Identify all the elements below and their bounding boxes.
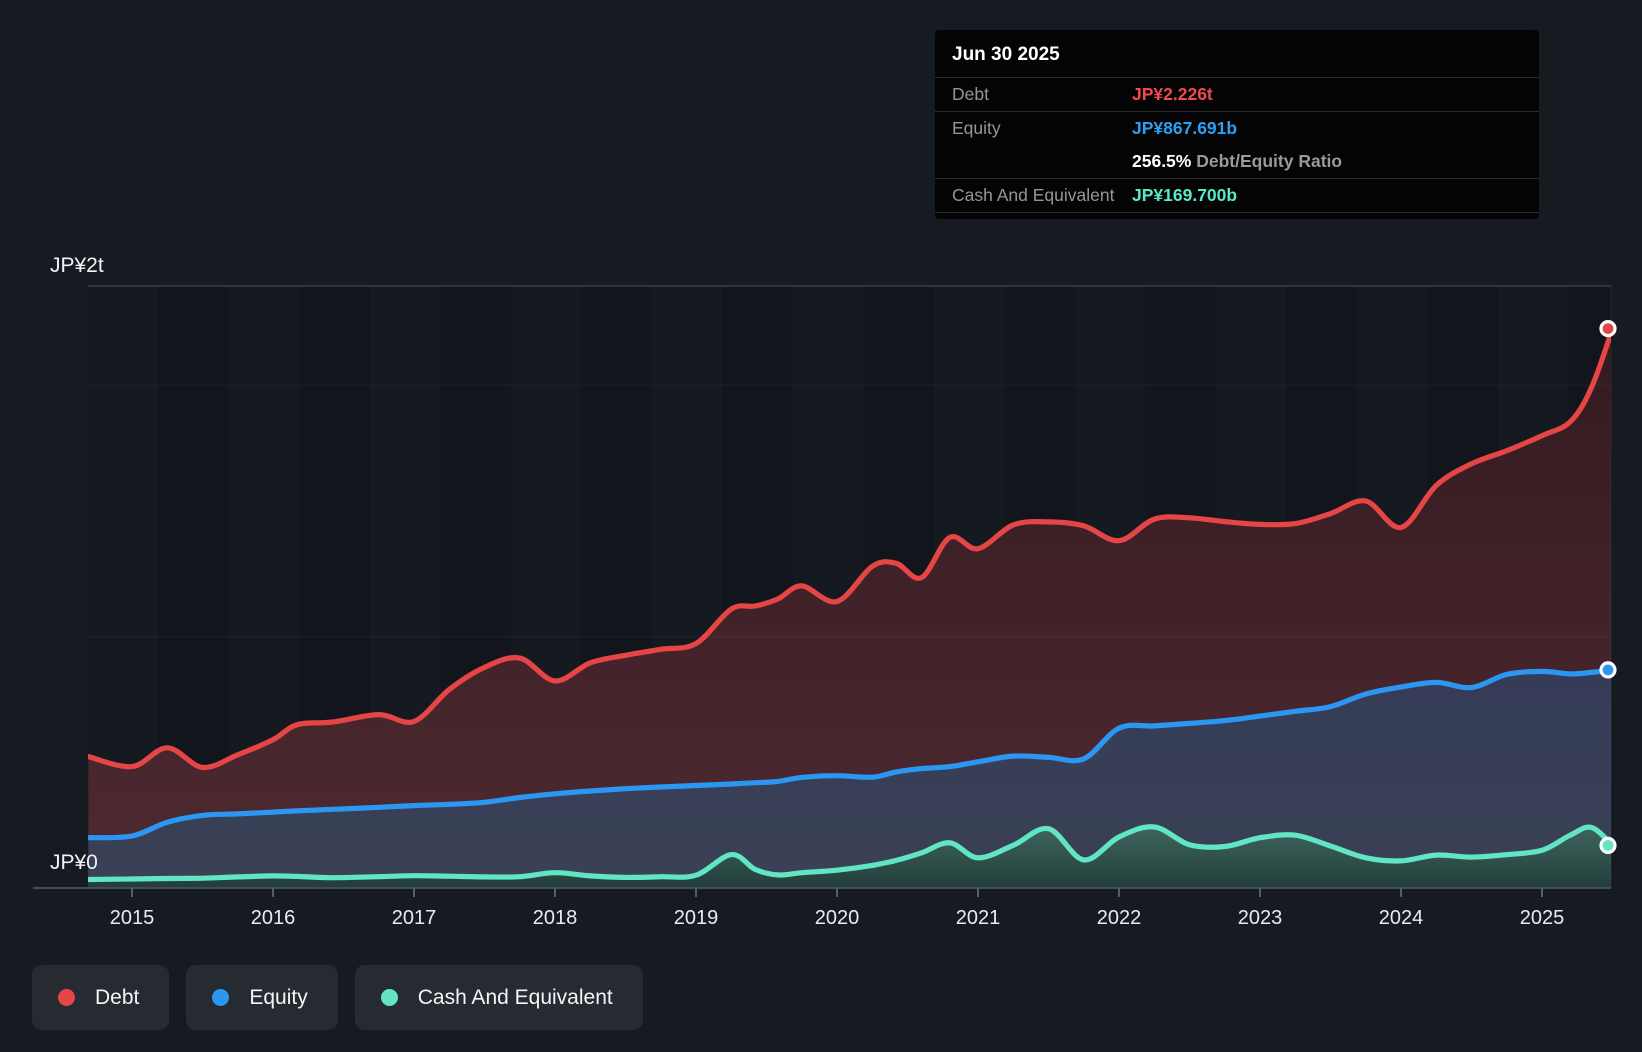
ratio-label: Debt/Equity Ratio	[1196, 151, 1343, 171]
x-axis-label: 2016	[251, 907, 296, 929]
x-axis-label: 2023	[1238, 907, 1283, 929]
plot-layers	[88, 326, 1611, 888]
debt-dot-icon	[58, 989, 75, 1006]
legend-label-debt: Debt	[95, 985, 140, 1009]
date-tooltip: Jun 30 2025 Debt JP¥2.226t Equity JP¥867…	[935, 30, 1539, 219]
debt-label: Debt	[952, 84, 989, 104]
debt-value: JP¥2.226t	[1132, 84, 1213, 104]
debt-line	[88, 326, 1611, 771]
legend-label-cash: Cash And Equivalent	[417, 985, 613, 1009]
debt-endpoint-marker	[1599, 320, 1617, 338]
x-axis-label: 2017	[392, 907, 437, 929]
tooltip-row-equity: Equity JP¥867.691b	[935, 112, 1539, 145]
legend-label-equity: Equity	[249, 985, 308, 1009]
x-axis-label: 2022	[1097, 907, 1142, 929]
cash-and-equivalent-endpoint-marker	[1599, 836, 1617, 855]
cash-dot-icon	[380, 989, 398, 1006]
equity-endpoint-marker	[1599, 661, 1617, 679]
x-axis-label: 2021	[956, 907, 1001, 929]
x-axis-label: 2020	[815, 907, 860, 929]
tooltip-row-ratio: 256.5% Debt/Equity Ratio	[935, 145, 1539, 179]
ratio-value: 256.5%	[1132, 151, 1192, 171]
equity-value: JP¥867.691b	[1132, 118, 1238, 138]
cash-value: JP¥169.700b	[1132, 185, 1238, 205]
tooltip-date: Jun 30 2025	[935, 30, 1539, 78]
ratio-value-group: 256.5% Debt/Equity Ratio	[1132, 151, 1522, 172]
y-axis-label-top: JP¥2t	[50, 254, 104, 277]
cash-and-equivalent-area	[88, 826, 1611, 888]
equity-dot-icon	[212, 989, 230, 1006]
legend-item-cash[interactable]: Cash And Equivalent	[354, 965, 643, 1030]
legend-item-debt[interactable]: Debt	[32, 965, 170, 1030]
x-axis-label: 2024	[1379, 907, 1424, 929]
y-axis-label-zero: JP¥0	[50, 851, 98, 874]
cash-and-equivalent-line	[88, 824, 1611, 883]
x-axis-label: 2019	[674, 907, 719, 929]
equity-area	[88, 670, 1611, 888]
legend: Debt Equity Cash And Equivalent	[32, 965, 643, 1030]
x-axis-label: 2015	[110, 907, 155, 929]
x-axis-label: 2018	[533, 907, 578, 929]
equity-line	[88, 667, 1611, 841]
cash-label: Cash And Equivalent	[952, 185, 1115, 205]
tooltip-row-cash: Cash And Equivalent JP¥169.700b	[935, 179, 1539, 213]
equity-label: Equity	[952, 118, 1001, 138]
x-axis-label: 2025	[1520, 907, 1565, 929]
legend-item-equity[interactable]: Equity	[186, 965, 338, 1030]
tooltip-row-debt: Debt JP¥2.226t	[935, 78, 1539, 112]
